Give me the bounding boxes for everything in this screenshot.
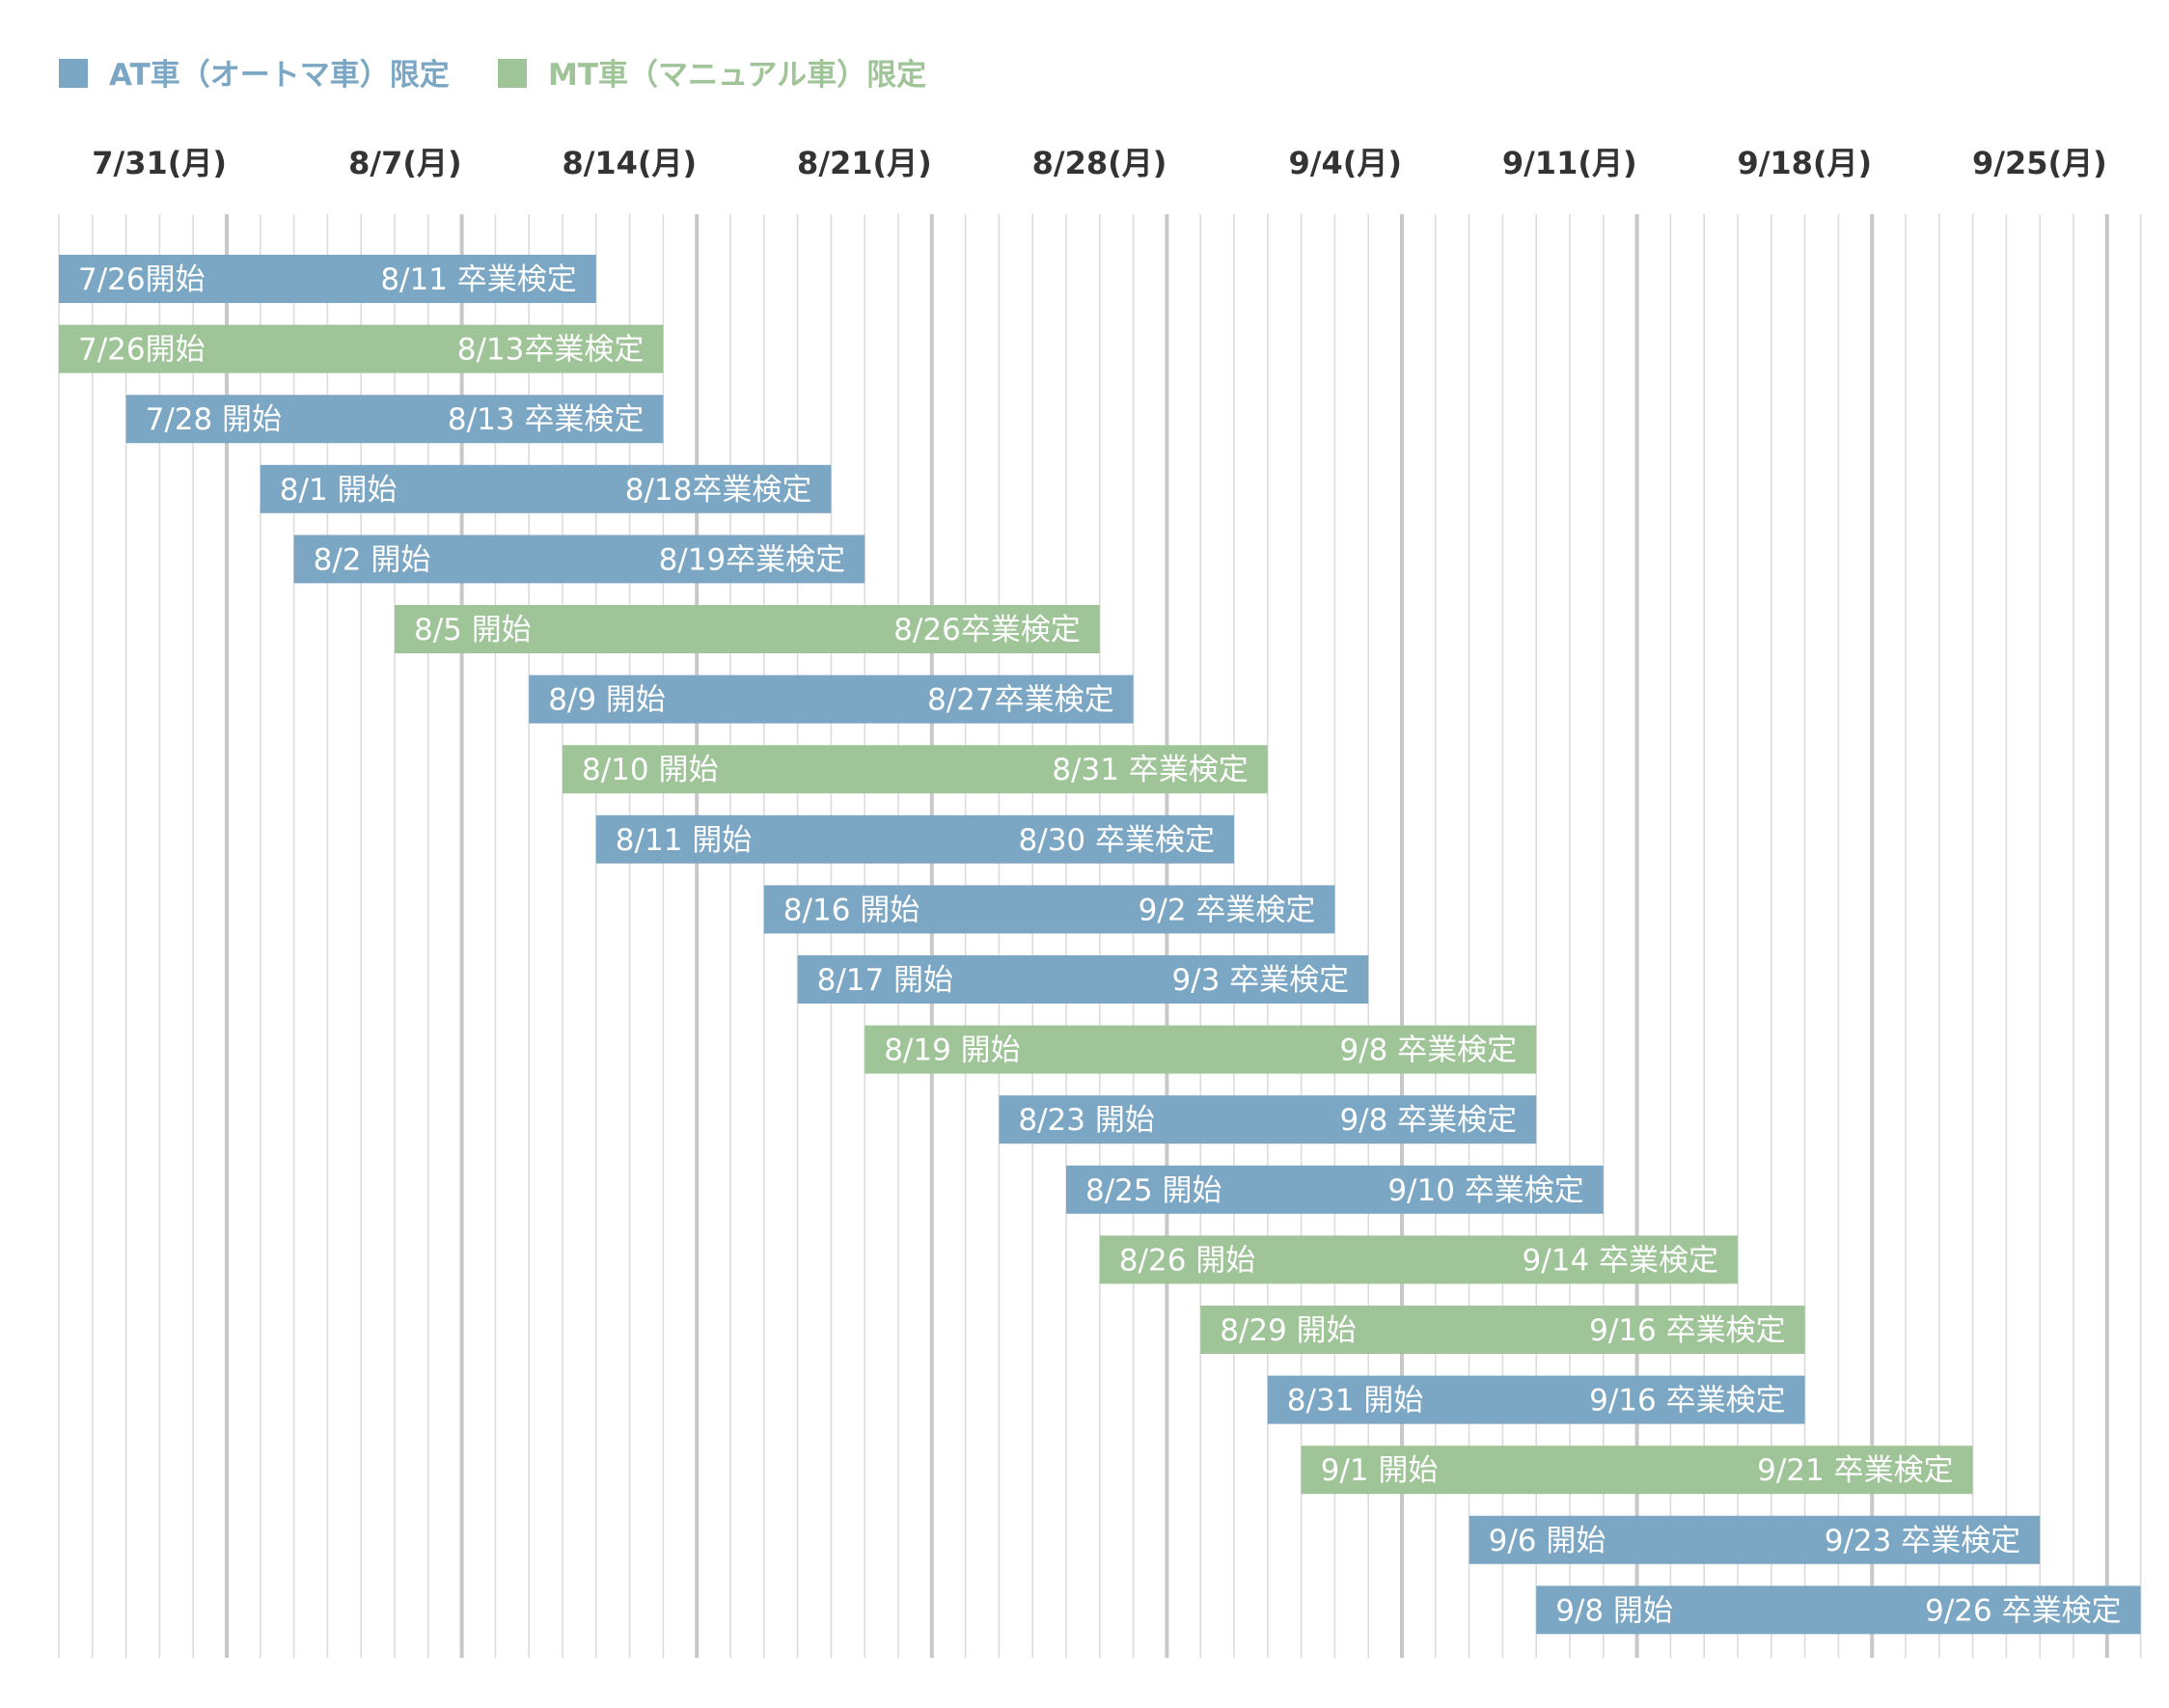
bar-end-label: 8/19卒業検定 (659, 542, 846, 577)
bar-start-label: 8/17 開始 (817, 963, 953, 998)
bar-start-label: 7/26開始 (78, 333, 206, 368)
legend-swatch-at (59, 59, 88, 88)
x-tick-label: 9/4(月) (1289, 145, 1402, 181)
gantt-bar-at: 9/6 開始 9/23 卒業検定 (1469, 1515, 2041, 1564)
bar-start-label: 9/6 開始 (1489, 1524, 1606, 1558)
bar-rect (763, 885, 1335, 934)
bar-end-label: 9/23 卒業検定 (1825, 1524, 2020, 1558)
x-tick-label: 8/28(月) (1032, 145, 1167, 181)
bar-end-label: 9/16 卒業検定 (1589, 1384, 1785, 1419)
gantt-bar-at: 9/8 開始 9/26 卒業検定 (1536, 1585, 2141, 1635)
legend-label-at: AT車（オートマ車）限定 (109, 58, 450, 93)
bar-start-label: 8/25 開始 (1085, 1173, 1222, 1208)
bar-start-label: 8/26 開始 (1119, 1243, 1255, 1278)
bar-end-label: 9/10 卒業検定 (1387, 1173, 1583, 1208)
gantt-bar-at: 8/23 開始 9/8 卒業検定 (999, 1095, 1537, 1144)
bar-end-label: 8/31 卒業検定 (1052, 753, 1248, 787)
bar-start-label: 8/5 開始 (414, 613, 532, 647)
bar-end-label: 8/27卒業検定 (927, 683, 1114, 718)
bar-start-label: 8/19 開始 (884, 1033, 1020, 1068)
bar-rect (59, 255, 596, 303)
bar-rect (260, 464, 832, 513)
gantt-bar-mt: 8/10 開始 8/31 卒業検定 (563, 745, 1268, 794)
gantt-bar-at: 8/11 開始 8/30 卒業検定 (595, 814, 1234, 864)
bar-rect (395, 605, 1100, 653)
bar-start-label: 8/10 開始 (582, 753, 718, 787)
gantt-bar-at: 7/28 開始 8/13 卒業検定 (125, 395, 664, 444)
bar-end-label: 8/26卒業検定 (893, 613, 1081, 647)
bar-end-label: 9/2 卒業検定 (1139, 893, 1316, 927)
bar-start-label: 9/1 開始 (1321, 1453, 1439, 1488)
gantt-bar-at: 8/9 開始 8/27卒業検定 (529, 675, 1134, 724)
bar-end-label: 9/21 卒業検定 (1757, 1453, 1953, 1488)
legend-swatch-mt (498, 59, 527, 88)
x-tick-label: 7/31(月) (92, 145, 227, 181)
bar-end-label: 9/14 卒業検定 (1523, 1243, 1718, 1278)
gantt-bar-at: 7/26開始 8/11 卒業検定 (59, 255, 596, 303)
bar-rect (999, 1095, 1537, 1144)
bar-rect (59, 324, 664, 373)
x-tick-label: 8/7(月) (348, 145, 461, 181)
legend: AT車（オートマ車）限定 MT車（マニュアル車）限定 (59, 58, 926, 93)
bar-rect (293, 535, 865, 584)
bar-start-label: 8/11 開始 (616, 823, 752, 858)
bar-start-label: 8/9 開始 (548, 683, 666, 718)
x-tick-label: 9/11(月) (1502, 145, 1637, 181)
bar-end-label: 9/8 卒業検定 (1339, 1103, 1517, 1138)
bar-start-label: 8/16 開始 (783, 893, 920, 927)
bar-rect (1536, 1585, 2141, 1635)
gantt-bar-mt: 8/29 開始 9/16 卒業検定 (1200, 1306, 1805, 1354)
gantt-bar-at: 8/1 開始 8/18卒業検定 (260, 464, 832, 513)
bar-start-label: 7/26開始 (78, 262, 206, 297)
bar-start-label: 7/28 開始 (146, 402, 282, 437)
bar-start-label: 8/2 開始 (314, 542, 431, 577)
gantt-bar-mt: 7/26開始 8/13卒業検定 (59, 324, 664, 373)
legend-label-mt: MT車（マニュアル車）限定 (548, 58, 926, 93)
bar-rect (529, 675, 1134, 724)
bar-rect (1099, 1235, 1738, 1284)
gantt-bar-at: 8/16 開始 9/2 卒業検定 (763, 885, 1335, 934)
bar-rect (125, 395, 664, 444)
bar-end-label: 9/16 卒業検定 (1589, 1313, 1785, 1348)
bars: 7/26開始 8/11 卒業検定 7/26開始 8/13卒業検定 7/28 開始 8/13… (59, 255, 2141, 1635)
bar-end-label: 8/30 卒業検定 (1019, 823, 1215, 858)
bar-end-label: 8/13卒業検定 (457, 333, 645, 368)
bar-start-label: 8/31 開始 (1287, 1384, 1423, 1419)
gantt-bar-mt: 9/1 開始 9/21 卒業検定 (1301, 1446, 1973, 1495)
bar-end-label: 8/13 卒業検定 (448, 402, 644, 437)
bar-end-label: 8/11 卒業検定 (380, 262, 576, 297)
bar-rect (797, 955, 1369, 1004)
gantt-bar-mt: 8/19 開始 9/8 卒業検定 (865, 1025, 1537, 1074)
bar-end-label: 9/3 卒業検定 (1171, 963, 1349, 998)
bar-start-label: 8/1 開始 (280, 473, 398, 508)
bar-rect (563, 745, 1268, 794)
bar-end-label: 9/8 卒業検定 (1339, 1033, 1517, 1068)
bar-rect (595, 814, 1234, 864)
gantt-bar-at: 8/2 開始 8/19卒業検定 (293, 535, 865, 584)
bar-rect (1469, 1515, 2041, 1564)
bar-end-label: 9/26 卒業検定 (1925, 1593, 2121, 1628)
bar-rect (1301, 1446, 1973, 1495)
bar-start-label: 9/8 開始 (1555, 1593, 1673, 1628)
x-tick-label: 9/18(月) (1737, 145, 1872, 181)
gantt-bar-at: 8/31 開始 9/16 卒業検定 (1267, 1375, 1805, 1424)
bar-end-label: 8/18卒業検定 (625, 473, 812, 508)
bar-rect (1200, 1306, 1805, 1354)
bar-start-label: 8/23 開始 (1018, 1103, 1154, 1138)
bar-rect (1267, 1375, 1805, 1424)
gantt-bar-at: 8/25 開始 9/10 卒業検定 (1066, 1165, 1604, 1214)
bar-rect (865, 1025, 1537, 1074)
bar-start-label: 8/29 開始 (1220, 1313, 1356, 1348)
x-tick-label: 8/14(月) (562, 145, 697, 181)
bar-rect (1066, 1165, 1604, 1214)
gantt-bar-mt: 8/5 開始 8/26卒業検定 (395, 605, 1100, 653)
x-axis-ticks: 7/31(月) 8/7(月) 8/14(月) 8/21(月) 8/28(月) 9/4(月)… (92, 145, 2107, 181)
x-tick-label: 9/25(月) (1972, 145, 2107, 181)
gantt-bar-mt: 8/26 開始 9/14 卒業検定 (1099, 1235, 1738, 1284)
x-tick-label: 8/21(月) (797, 145, 932, 181)
gantt-bar-at: 8/17 開始 9/3 卒業検定 (797, 955, 1369, 1004)
